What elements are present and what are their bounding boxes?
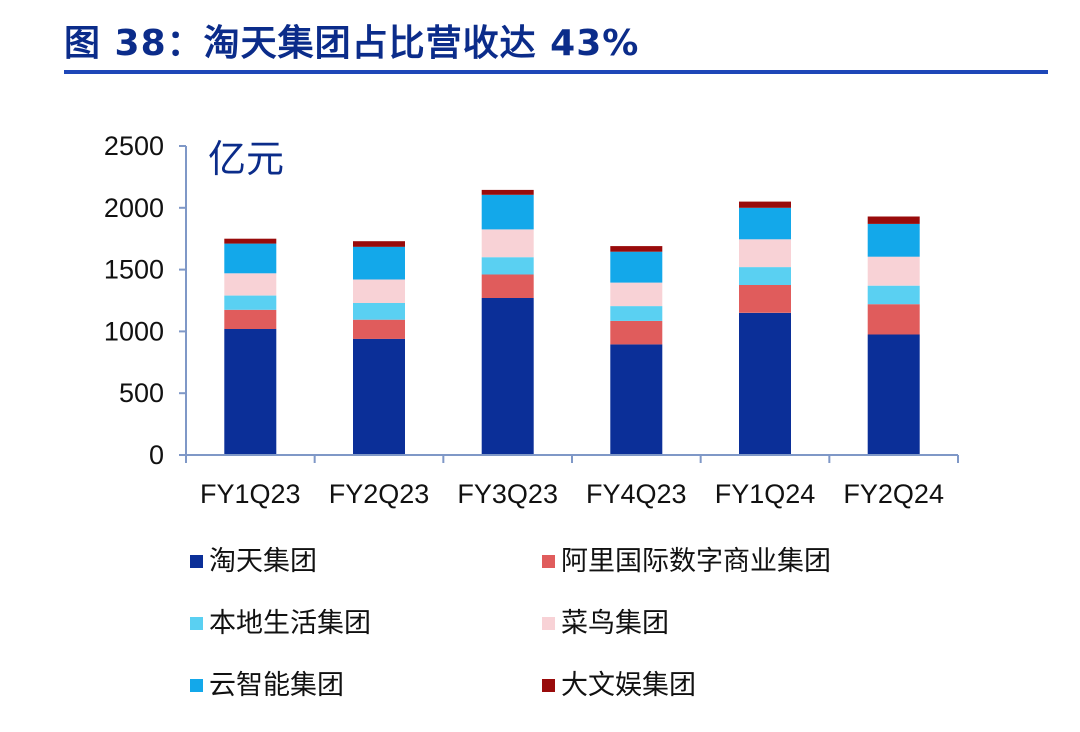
bar-segment xyxy=(610,246,663,252)
bar-segment xyxy=(481,274,534,298)
bar-segment xyxy=(867,285,920,305)
y-tick-label: 0 xyxy=(149,440,164,470)
legend-label: 云智能集团 xyxy=(209,670,344,701)
bar-segment xyxy=(739,285,791,313)
bar-segment xyxy=(353,241,405,247)
x-tick-label: FY1Q24 xyxy=(715,479,816,509)
x-tick-label: FY2Q23 xyxy=(329,479,430,509)
legend-swatch xyxy=(542,617,555,630)
bar-segment xyxy=(739,239,791,268)
legend-swatch xyxy=(542,555,555,568)
legend-item-taotian: 淘天集团 xyxy=(190,548,317,575)
legend-label: 菜鸟集团 xyxy=(561,608,669,639)
bar-segment xyxy=(610,320,663,345)
bar-segment xyxy=(610,251,663,283)
bar-segment xyxy=(610,282,663,307)
bar-segment xyxy=(353,246,405,280)
bar-segment xyxy=(610,344,663,455)
y-tick-label: 500 xyxy=(119,378,164,408)
legend-item-cloud: 云智能集团 xyxy=(190,672,344,699)
legend-item-cainiao: 菜鸟集团 xyxy=(542,610,669,637)
legend-label: 阿里国际数字商业集团 xyxy=(561,546,831,577)
legend-swatch xyxy=(190,555,203,568)
legend-label: 淘天集团 xyxy=(209,546,317,577)
title-divider xyxy=(64,70,1048,74)
x-tick-label: FY4Q23 xyxy=(586,479,687,509)
bar-segment xyxy=(610,306,663,321)
bar-segment xyxy=(481,298,534,455)
legend-label: 本地生活集团 xyxy=(209,608,371,639)
bar-segment xyxy=(867,304,920,335)
legend-item-local-services: 本地生活集团 xyxy=(190,610,371,637)
bar-segment xyxy=(224,295,277,310)
legend-swatch xyxy=(190,679,203,692)
y-tick-label: 2000 xyxy=(104,193,164,223)
y-axis-unit-label: 亿元 xyxy=(208,137,284,181)
bar-segment xyxy=(224,309,277,329)
bar-segment xyxy=(353,303,405,320)
bar-segment xyxy=(867,334,920,455)
bar-segment xyxy=(353,279,405,303)
bar-segment xyxy=(739,267,791,285)
bar-segment xyxy=(481,229,534,258)
bar-segment xyxy=(481,189,534,195)
y-tick-label: 1000 xyxy=(104,316,164,346)
y-tick-label: 1500 xyxy=(104,255,164,285)
bar-segment xyxy=(353,319,405,339)
bar-segment xyxy=(224,273,277,296)
bar-segment xyxy=(481,257,534,275)
page-title: 图 38：淘天集团占比营收达 43% xyxy=(64,23,640,64)
bar-segment xyxy=(739,201,791,208)
bar-segment xyxy=(353,338,405,455)
legend-item-aidc: 阿里国际数字商业集团 xyxy=(542,548,831,575)
bar-segment xyxy=(867,216,920,224)
bar-segment xyxy=(224,243,277,274)
bar-segment xyxy=(481,194,534,230)
x-tick-label: FY1Q23 xyxy=(200,479,301,509)
x-tick-label: FY3Q23 xyxy=(457,479,558,509)
bar-segment xyxy=(739,207,791,240)
legend-label: 大文娱集团 xyxy=(561,670,696,701)
legend-swatch xyxy=(542,679,555,692)
bar-segment xyxy=(224,328,277,455)
legend-item-entertainment: 大文娱集团 xyxy=(542,672,696,699)
bar-segment xyxy=(867,256,920,286)
bar-segment xyxy=(867,223,920,257)
y-tick-label: 2500 xyxy=(104,131,164,161)
x-tick-label: FY2Q24 xyxy=(843,479,944,509)
bar-segment xyxy=(739,312,791,455)
stacked-bar-chart: 亿元 FY1Q23 FY2Q23 FY3Q23 FY4Q23 FY1Q24 FY2Q24 0… xyxy=(104,131,959,509)
bar-segment xyxy=(224,238,277,244)
legend-swatch xyxy=(190,617,203,630)
